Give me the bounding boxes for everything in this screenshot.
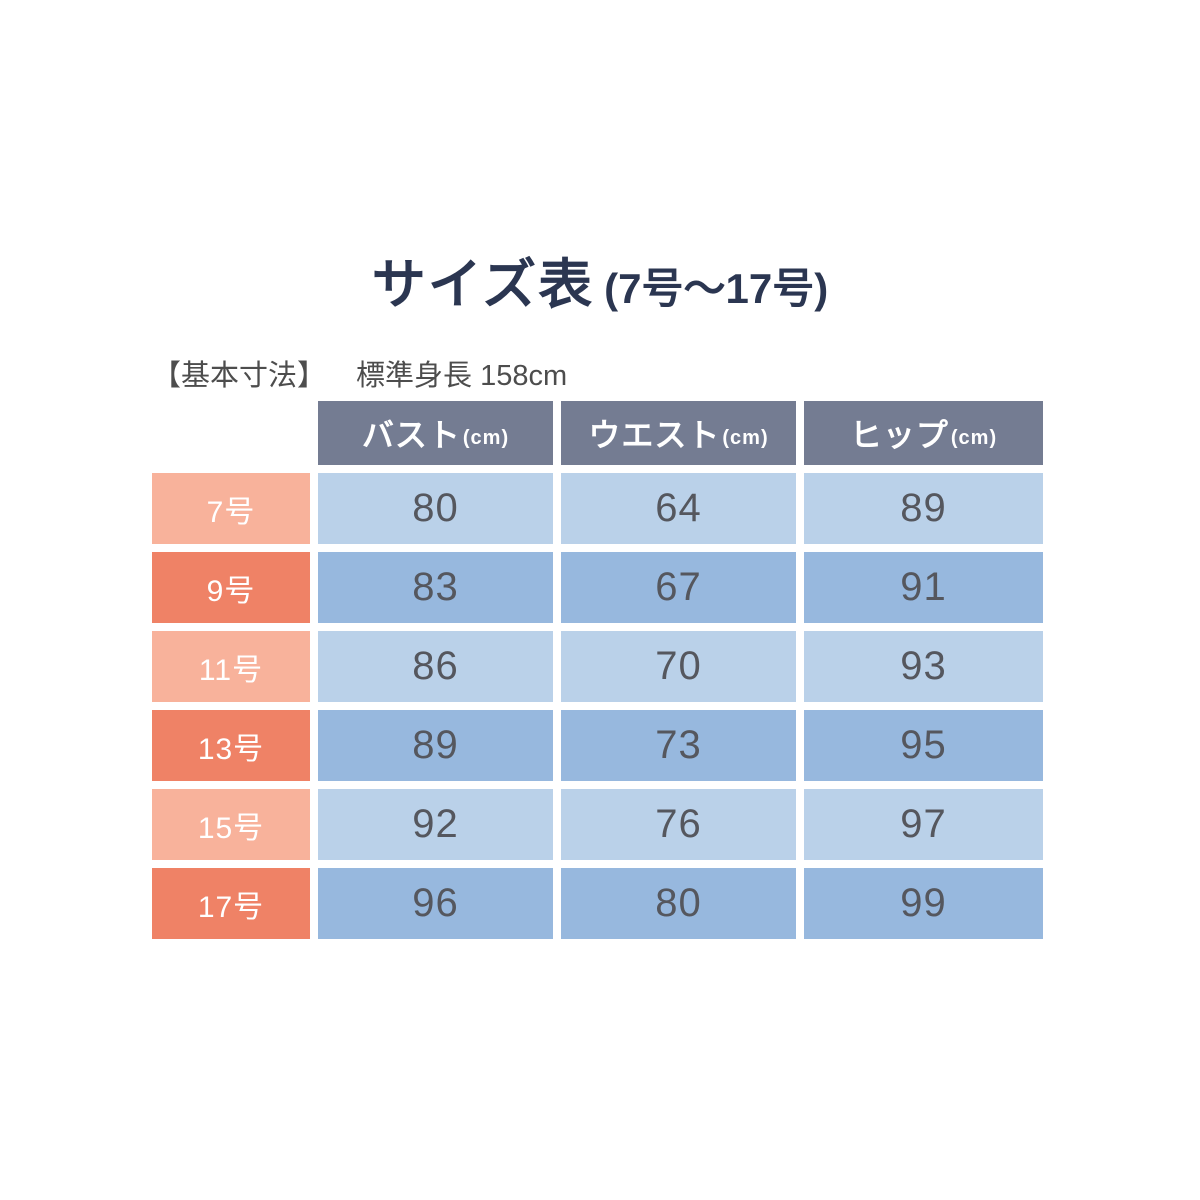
cell-size13-bust: 89 (318, 710, 553, 781)
cell-size11-waist: 70 (561, 631, 796, 702)
cell-size9-bust: 83 (318, 552, 553, 623)
cell-size7-bust: 80 (318, 473, 553, 544)
row-label-size9: 9号 (152, 552, 310, 623)
subtitle-label: 【基本寸法】 (152, 360, 327, 392)
page-title-range: (7号〜17号) (604, 265, 829, 312)
column-header-bust: バスト (cm) (318, 401, 553, 465)
row-label-size17: 17号 (152, 868, 310, 939)
page-title-main: サイズ表 (371, 255, 595, 315)
column-header-waist-name: ウエスト (588, 417, 721, 453)
cell-size11-hip: 93 (804, 631, 1043, 702)
page-title: サイズ表 (7号〜17号) (0, 240, 1200, 319)
cell-size17-bust: 96 (318, 868, 553, 939)
cell-size13-waist: 73 (561, 710, 796, 781)
column-header-hip-unit: (cm) (950, 426, 998, 449)
cell-size7-waist: 64 (561, 473, 796, 544)
table-corner-spacer (152, 401, 310, 465)
column-header-hip: ヒップ (cm) (804, 401, 1043, 465)
subtitle: 【基本寸法】 標準身長 158cm (152, 352, 567, 394)
column-header-waist: ウエスト (cm) (561, 401, 796, 465)
cell-size17-hip: 99 (804, 868, 1043, 939)
column-header-bust-name: バスト (361, 417, 461, 453)
cell-size9-hip: 91 (804, 552, 1043, 623)
row-label-size15: 15号 (152, 789, 310, 860)
column-header-waist-unit: (cm) (722, 426, 769, 449)
row-label-size7: 7号 (152, 473, 310, 544)
cell-size9-waist: 67 (561, 552, 796, 623)
column-header-bust-unit: (cm) (462, 426, 510, 449)
row-label-size13: 13号 (152, 710, 310, 781)
cell-size15-bust: 92 (318, 789, 553, 860)
column-header-hip-name: ヒップ (849, 417, 949, 453)
cell-size13-hip: 95 (804, 710, 1043, 781)
cell-size15-hip: 97 (804, 789, 1043, 860)
cell-size17-waist: 80 (561, 868, 796, 939)
cell-size7-hip: 89 (804, 473, 1043, 544)
cell-size11-bust: 86 (318, 631, 553, 702)
size-table: バスト (cm) ウエスト (cm) ヒップ (cm) 7号 80 64 89 9号 … (152, 401, 1043, 939)
cell-size15-waist: 76 (561, 789, 796, 860)
row-label-size11: 11号 (152, 631, 310, 702)
subtitle-text: 標準身長 158cm (356, 360, 568, 392)
